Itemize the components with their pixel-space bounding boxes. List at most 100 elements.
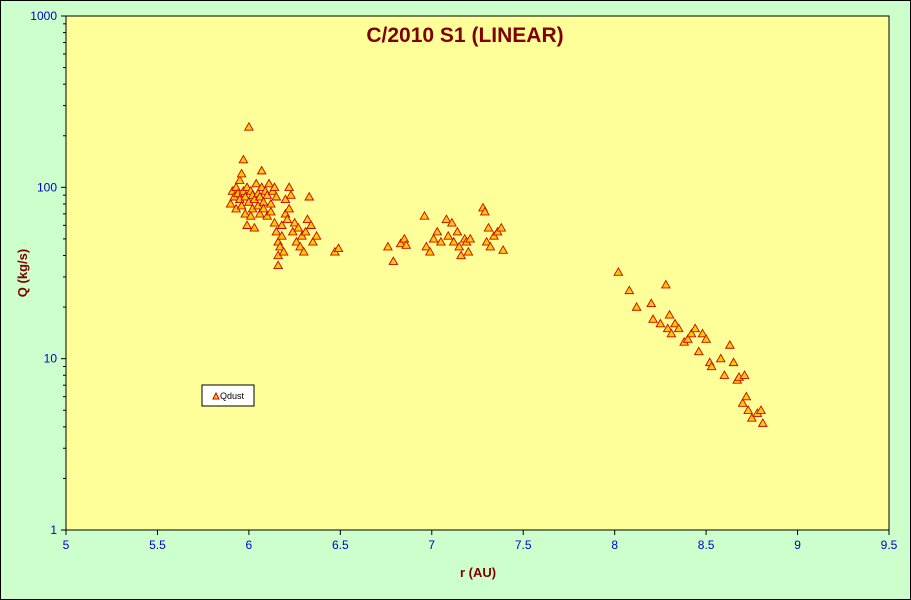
data-point [481,236,492,246]
data-point [756,405,766,414]
legend-marker-icon [212,391,220,400]
y-tick-label: 100 [37,180,57,194]
data-point [295,241,306,251]
data-point [333,243,344,253]
data-point [265,206,276,216]
data-point [697,328,708,338]
data-point [488,230,499,240]
data-point [746,412,757,422]
data-point [300,226,311,236]
data-point [624,285,635,295]
data-point [479,206,490,216]
data-point [298,246,309,256]
data-point [483,222,494,232]
data-point [280,194,291,204]
data-point [395,238,406,248]
data-point [291,236,302,246]
data-point [424,246,435,256]
data-point [496,222,507,232]
data-point [686,328,697,338]
data-point [655,318,666,328]
data-point [441,214,452,223]
data-point [743,405,754,414]
data-point [646,298,657,308]
legend: Qdust [201,384,255,407]
chart-title: C/2010 S1 (LINEAR) [366,24,563,47]
data-point [724,339,735,349]
data-point [234,175,245,184]
data-point [289,217,300,227]
data-point [648,314,659,323]
data-point [256,182,267,191]
data-point [388,256,399,265]
data-point [428,233,439,243]
data-point [498,245,509,254]
x-axis-title: r (AU) [460,565,496,580]
data-point [285,190,296,199]
plot-area [65,15,890,531]
data-point [254,208,265,218]
data-point [242,220,253,229]
x-tick-label: 5.5 [149,538,166,552]
data-point [296,230,307,240]
data-point [254,191,265,201]
data-point [271,226,282,236]
data-point [660,279,671,289]
data-point [242,182,253,191]
data-point [269,217,280,227]
y-tick-label: 10 [44,352,58,366]
data-point [682,334,693,343]
x-tick-label: 9 [794,538,801,552]
x-tick-label: 9.5 [881,538,898,552]
data-point [631,301,642,311]
x-tick-label: 8 [611,538,618,552]
points-layer [225,121,768,427]
data-point [284,203,295,213]
data-point [701,334,712,343]
x-tick-label: 7.5 [515,538,532,552]
data-point [276,220,287,229]
x-tick-label: 7 [428,538,435,552]
data-point [664,309,675,319]
data-point [264,178,274,188]
data-point [463,246,474,256]
data-point [452,226,463,236]
data-point [236,168,247,178]
y-axis-title: Q (kg/s) [15,249,30,297]
data-point [432,226,443,236]
data-point [739,370,750,379]
x-tick-label: 6.5 [332,538,349,552]
data-point [271,191,282,201]
data-point [737,398,748,407]
data-point [757,418,768,427]
data-point [693,346,704,356]
data-point [243,121,254,131]
legend-label: Qdust [220,391,245,401]
data-point [728,357,739,367]
data-point [399,233,410,243]
data-point [311,230,322,240]
x-tick-label: 5 [63,538,70,552]
data-point [690,323,701,333]
axes-layer: 5 5.5 6 6.5 7 7.5 8 8.5 9 9.5 1 10 100 1000 [30,9,897,552]
data-point [446,217,457,227]
data-point [240,208,251,218]
data-point [673,323,684,333]
data-point [715,353,726,363]
x-tick-label: 8.5 [698,538,715,552]
data-point [421,241,432,251]
data-point [307,236,318,246]
data-point [251,178,262,188]
y-tick-label: 1000 [30,9,57,23]
x-tick-label: 6 [246,538,253,552]
legend-box [201,384,255,407]
data-point [245,210,256,220]
data-point [419,210,430,220]
data-point [269,182,280,191]
data-point [293,222,304,232]
data-point [276,230,287,240]
data-point [256,165,267,175]
data-point [670,318,680,328]
data-point [258,203,269,213]
data-point [448,236,459,246]
